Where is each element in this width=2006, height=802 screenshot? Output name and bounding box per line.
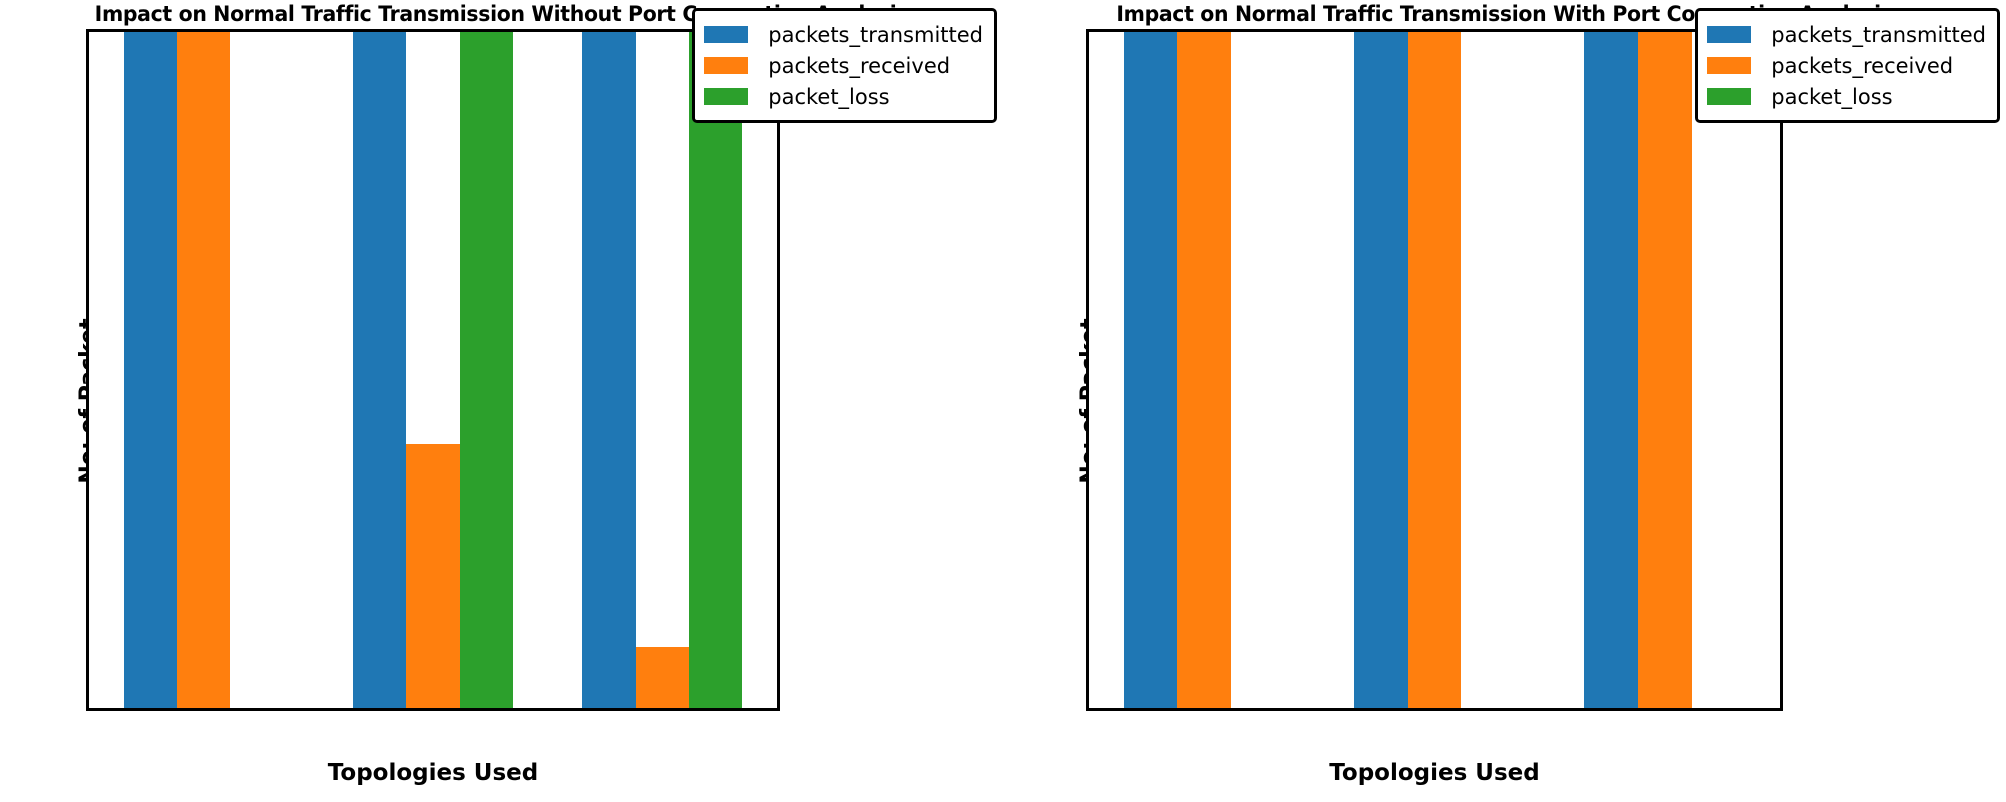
y-tick-mark — [86, 571, 89, 574]
bar-group — [89, 32, 318, 708]
bar-group — [1550, 32, 1780, 708]
legend-label: packets_transmitted — [1771, 22, 1986, 47]
x-tick-mark — [1663, 708, 1666, 711]
legend-swatch-icon — [1707, 26, 1752, 43]
legend-label: packets_received — [1771, 53, 1954, 78]
y-tick-mark — [86, 436, 89, 439]
x-tick-mark — [432, 708, 435, 711]
legend-swatch-icon — [704, 88, 749, 105]
bar-packets_transmitted-linear-topology — [352, 32, 407, 708]
chart-panel-left: Impact on Normal Traffic Transmission Wi… — [76, 2, 997, 786]
y-tick-mark — [1086, 166, 1089, 169]
y-tick-label: 100 — [1086, 29, 1089, 47]
legend-swatch-icon — [1707, 88, 1752, 105]
bars-layer-left — [89, 32, 777, 708]
y-tick-label: 0 — [1086, 694, 1089, 712]
bar-packets_transmitted-tree-topology — [582, 32, 636, 708]
legend-swatch-icon — [704, 57, 749, 74]
legend-label: packets_received — [768, 53, 951, 78]
bar-packets_received-tree-topology — [1637, 32, 1692, 708]
bar-group — [1089, 32, 1319, 708]
legend-label: packet_loss — [1771, 84, 1893, 109]
legend-swatch-icon — [704, 26, 749, 43]
x-tick-mark — [661, 708, 664, 711]
y-tick-mark — [1086, 301, 1089, 304]
bar-group — [1319, 32, 1549, 708]
x-axis-label-left: Topologies Used — [327, 760, 539, 786]
plot-area-right: 020406080100Single TopologyLinear Topolo… — [1086, 29, 1783, 711]
legend-item-packets_transmitted[interactable]: packets_transmitted — [704, 19, 983, 50]
bar-packets_received-single-topology — [1177, 32, 1231, 708]
y-tick-mark — [1086, 436, 1089, 439]
x-tick-mark — [1203, 708, 1206, 711]
plot-area-left: 020406080100Single TopologyLinear Topolo… — [86, 29, 780, 711]
bar-packets_transmitted-linear-topology — [1353, 32, 1408, 708]
legend-swatch-icon — [1707, 57, 1752, 74]
legend-item-packets_received[interactable]: packets_received — [1707, 50, 1986, 81]
legend-item-packet_loss[interactable]: packet_loss — [1707, 81, 1986, 112]
bar-packets_received-tree-topology — [635, 647, 690, 708]
legend-item-packets_received[interactable]: packets_received — [704, 50, 983, 81]
legend-item-packet_loss[interactable]: packet_loss — [704, 81, 983, 112]
y-tick-mark — [1086, 571, 1089, 574]
chart-panel-right: Impact on Normal Traffic Transmission Wi… — [1003, 0, 2006, 802]
bar-packets_transmitted-single-topology — [1123, 32, 1178, 708]
bar-packets_transmitted-tree-topology — [1584, 32, 1638, 708]
bar-packets_received-linear-topology — [1407, 32, 1462, 708]
legend-item-packets_transmitted[interactable]: packets_transmitted — [1707, 19, 1986, 50]
bar-packet_loss-linear-topology — [459, 32, 514, 708]
x-tick-mark — [1433, 708, 1436, 711]
bar-packets_transmitted-single-topology — [123, 32, 177, 708]
y-tick-label: 0 — [86, 694, 89, 712]
y-tick-mark — [86, 301, 89, 304]
bar-packets_received-single-topology — [176, 32, 231, 708]
bar-group — [318, 32, 547, 708]
x-tick-mark — [202, 708, 205, 711]
legend-label: packets_transmitted — [768, 22, 983, 47]
x-axis-label-right: Topologies Used — [1329, 760, 1540, 786]
bar-packet_loss-tree-topology — [689, 32, 743, 708]
y-tick-mark — [86, 166, 89, 169]
bars-layer-right — [1089, 32, 1780, 708]
bar-packets_received-linear-topology — [406, 444, 460, 708]
y-tick-label: 100 — [86, 29, 89, 47]
legend-label: packet_loss — [768, 84, 890, 109]
bar-group — [548, 32, 777, 708]
